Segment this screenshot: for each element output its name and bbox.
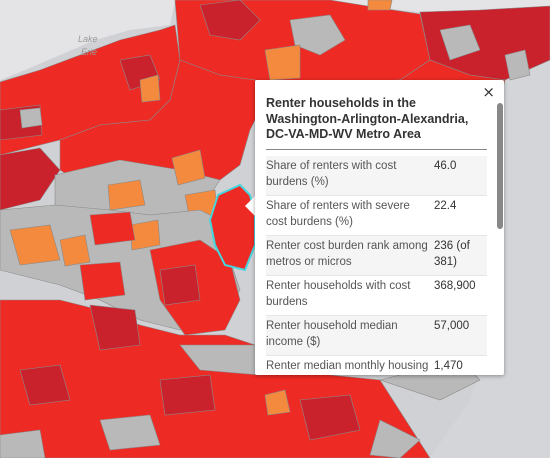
popup-pointer — [245, 195, 256, 217]
region-wv-red-2[interactable] — [79, 261, 126, 301]
table-row: Renter household median income ($) 57,00… — [266, 316, 487, 356]
region-ny-north-dark[interactable] — [199, 0, 261, 41]
region-dc-metro[interactable] — [208, 183, 256, 272]
region-wv-red-1[interactable] — [89, 211, 136, 246]
lake-label-line-1: Lake — [78, 34, 98, 44]
region-va-south-gray-3[interactable] — [0, 429, 46, 458]
table-row: Share of renters with cost burdens (%) 4… — [266, 156, 487, 196]
row-label: Share of renters with severe cost burden… — [266, 200, 410, 228]
row-value: 368,900 — [434, 280, 476, 292]
info-popup: × Renter households in the Washington-Ar… — [255, 80, 504, 375]
row-label: Renter household median income ($) — [266, 320, 398, 348]
ocean-east — [430, 60, 550, 458]
region-va-south-dark-4[interactable] — [299, 394, 361, 441]
table-row: Renter median monthly housing costs ($) … — [266, 356, 487, 375]
table-row: Renter households with cost burdens 368,… — [266, 276, 487, 316]
row-label: Renter median monthly housing costs ($) — [266, 360, 429, 372]
region-va-dark[interactable] — [159, 264, 201, 306]
lake-label: Lake Erie — [78, 34, 98, 57]
row-value: 46.0 — [434, 160, 457, 172]
row-label: Renter cost burden rank among metros or … — [266, 240, 428, 268]
region-ne-gray[interactable] — [439, 24, 481, 61]
region-va-south-dark-3[interactable] — [159, 374, 216, 416]
region-ne-gray-2[interactable] — [504, 49, 531, 81]
region-va-south-dark-1[interactable] — [89, 304, 141, 351]
region-pa-orange-1[interactable] — [139, 74, 161, 103]
row-value: 22.4 — [434, 200, 457, 212]
region-ny-orange-2[interactable] — [264, 44, 301, 81]
region-va-south-dark-2[interactable] — [19, 364, 71, 406]
row-value: 1,470 — [434, 360, 463, 372]
region-va-south-orange[interactable] — [264, 389, 291, 416]
region-va-south-gray-2[interactable] — [99, 414, 161, 451]
region-va-south-gray-1[interactable] — [179, 344, 261, 376]
region-wv-orange-1[interactable] — [9, 224, 61, 266]
region-ny-gray[interactable] — [289, 14, 346, 56]
table-row: Renter cost burden rank among metros or … — [266, 236, 487, 276]
popup-scrollbar[interactable] — [497, 103, 503, 229]
popup-divider — [266, 149, 487, 150]
lake-label-line-2: Erie — [81, 47, 97, 57]
region-wv-orange-3[interactable] — [129, 219, 161, 251]
region-va-south-gray-4[interactable] — [369, 419, 421, 458]
popup-table: Share of renters with cost burdens (%) 4… — [266, 156, 487, 375]
row-label: Share of renters with cost burdens (%) — [266, 160, 397, 188]
row-value: 236 (of 381) — [434, 240, 470, 268]
popup-title: Renter households in the Washington-Arli… — [266, 96, 469, 141]
region-wv-orange-2[interactable] — [59, 234, 91, 267]
table-row: Share of renters with severe cost burden… — [266, 196, 487, 236]
region-ohio-south[interactable] — [0, 147, 61, 211]
row-label: Renter households with cost burdens — [266, 280, 411, 308]
row-value: 57,000 — [434, 320, 470, 332]
close-icon[interactable]: × — [482, 83, 495, 101]
region-pa-orange-2[interactable] — [171, 149, 206, 186]
lake-erie — [0, 0, 175, 80]
region-ny-orange[interactable] — [367, 0, 393, 11]
region-oh-gray-1[interactable] — [19, 107, 43, 129]
region-pa-orange-3[interactable] — [107, 179, 146, 211]
